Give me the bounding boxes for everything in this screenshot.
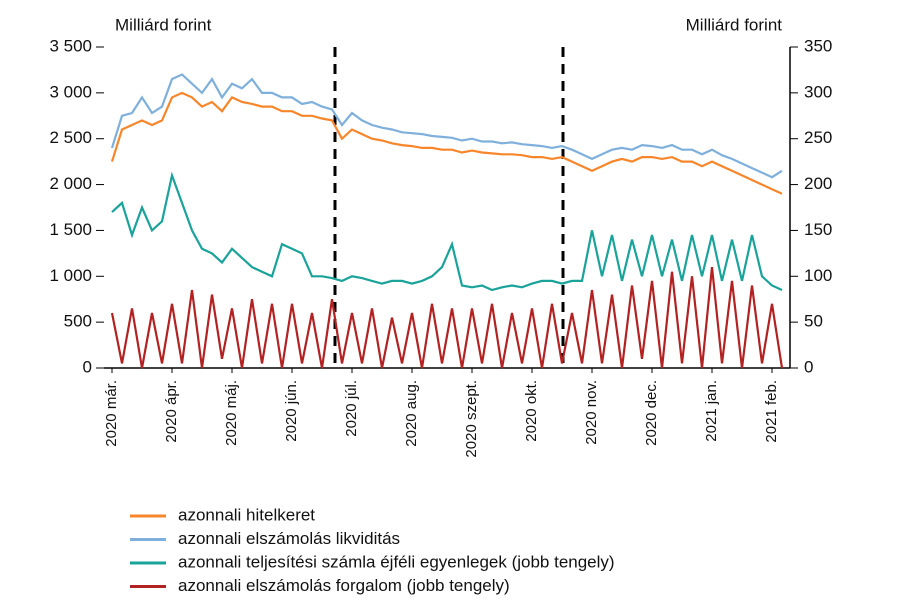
- series-line: [111, 171, 783, 292]
- legend-label: azonnali teljesítési számla éjféli egyen…: [178, 552, 615, 571]
- legend-label: azonnali hitelkeret: [178, 505, 315, 524]
- x-tick-label: 2020 nov.: [583, 380, 600, 445]
- y-tick-label: 500: [64, 312, 92, 331]
- x-tick-label: 2020 júl.: [343, 380, 360, 437]
- series-line: [110, 266, 784, 369]
- x-tick-label: 2020 okt.: [523, 380, 540, 442]
- series-line: [110, 73, 783, 179]
- x-tick-label: 2020 már.: [103, 380, 120, 447]
- legend-label: azonnali elszámolás forgalom (jobb tenge…: [178, 576, 510, 595]
- y-tick-label: 2 000: [49, 174, 92, 193]
- x-tick-label: 2020 máj.: [223, 380, 240, 446]
- y-axis-label: Milliárd forint: [115, 15, 212, 34]
- legend-label: azonnali elszámolás likviditás: [178, 529, 400, 548]
- x-tick-label: 2021 feb.: [763, 380, 780, 443]
- x-tick-label: 2020 ápr.: [163, 380, 180, 443]
- x-tick-label: 2020 dec.: [643, 380, 660, 446]
- y2-axis-label: Milliárd forint: [686, 15, 783, 34]
- series-line: [110, 91, 783, 195]
- y-tick-label: 2 500: [49, 128, 92, 147]
- y-tick-label: 1 500: [49, 220, 92, 239]
- x-tick-label: 2020 jún.: [283, 380, 300, 442]
- x-tick-label: 2020 szept.: [463, 380, 480, 458]
- y2-tick-label: 200: [804, 174, 832, 193]
- y-tick-label: 1 000: [49, 266, 92, 285]
- y2-tick-label: 0: [804, 357, 813, 376]
- y2-tick-label: 100: [804, 266, 832, 285]
- x-tick-label: 2021 jan.: [703, 380, 720, 442]
- y2-tick-label: 300: [804, 82, 832, 101]
- y2-tick-label: 350: [804, 36, 832, 55]
- y2-tick-label: 50: [804, 312, 823, 331]
- x-tick-label: 2020 aug.: [403, 380, 420, 447]
- y-tick-label: 3 000: [49, 82, 92, 101]
- y-tick-label: 0: [83, 357, 92, 376]
- y2-tick-label: 150: [804, 220, 832, 239]
- y-tick-label: 3 500: [49, 36, 92, 55]
- y2-tick-label: 250: [804, 128, 832, 147]
